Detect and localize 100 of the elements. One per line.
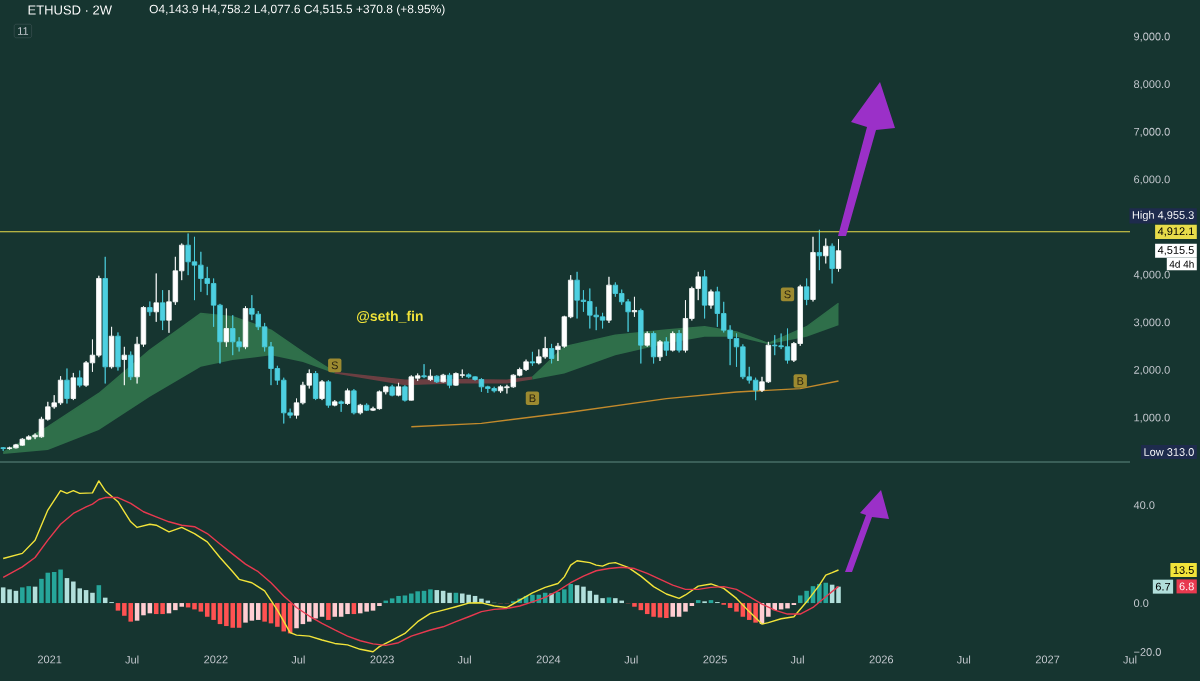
bar (664, 603, 669, 618)
bar (249, 603, 255, 621)
x-tick-label: 2022 (204, 655, 228, 664)
bar (377, 603, 382, 606)
y-tick-label: 4,000.0 (1133, 270, 1170, 280)
candlestick (434, 374, 440, 384)
bar (727, 603, 733, 608)
candlestick (108, 326, 115, 369)
bar (676, 603, 682, 617)
bar (581, 586, 586, 604)
candlestick (823, 238, 829, 264)
candlestick (708, 289, 714, 310)
bar (785, 603, 790, 609)
bar (447, 592, 452, 604)
text: 13.5 (1173, 566, 1194, 574)
candlestick (421, 363, 427, 379)
x-tick-label: 2026 (869, 655, 894, 664)
bar (600, 598, 605, 604)
y-tick-label: 40.0 (1133, 501, 1155, 510)
x-tick-label: 2025 (703, 655, 727, 664)
candlestick (803, 278, 810, 306)
text: 4d 4h (1169, 260, 1194, 268)
candlestick (446, 372, 453, 389)
bar (192, 603, 197, 610)
candlestick (363, 403, 370, 412)
candlestick (357, 403, 363, 415)
x-tick-label: 2021 (37, 655, 62, 664)
bar (708, 600, 714, 604)
x-tick-label: Jul (457, 655, 471, 664)
bar (332, 603, 338, 617)
bar (670, 603, 675, 617)
x-tick-label: Jul (291, 655, 305, 664)
candlestick (70, 372, 77, 401)
x-tick-label: 2024 (536, 655, 561, 664)
x-tick-label: Jul (790, 655, 804, 664)
y-tick-label: 3,000.0 (1133, 318, 1170, 328)
bar (326, 603, 331, 620)
y-tick-label: 2,000.0 (1134, 366, 1170, 376)
candlestick (115, 332, 121, 371)
bar (683, 603, 688, 612)
candlestick (835, 238, 842, 272)
bar (39, 578, 44, 604)
y-tick-label: 8,000.0 (1134, 80, 1170, 90)
candlestick (121, 346, 128, 386)
bar (836, 586, 841, 604)
bar (7, 589, 12, 604)
bar (402, 595, 408, 604)
candlestick (657, 339, 663, 362)
candlestick (128, 351, 134, 381)
bar (141, 603, 146, 616)
bar (115, 603, 121, 611)
candlestick (242, 305, 249, 350)
annotation: @seth_fin (356, 310, 423, 324)
annotation: S (331, 361, 338, 370)
bar (262, 603, 267, 622)
candlestick (159, 289, 166, 331)
bar (396, 595, 401, 604)
candlestick (0, 446, 6, 452)
chart-title: ETHUSD · 2W (28, 5, 112, 15)
candlestick (548, 343, 555, 364)
candlestick (829, 243, 835, 284)
candlestick (351, 388, 357, 415)
bar (389, 598, 395, 604)
candlestick (344, 388, 351, 406)
bar (689, 603, 695, 606)
candlestick (810, 236, 816, 302)
bar (695, 600, 701, 604)
candlestick (606, 276, 612, 324)
text: High 4,955.3 (1132, 210, 1194, 222)
bar (90, 592, 95, 604)
annotation: S (784, 290, 791, 299)
bar (198, 603, 204, 612)
bar (134, 603, 140, 621)
chart-subtitle: O4,143.9 H4,758.2 L4,077.6 C4,515.5 +370.8 (+8.95%) (149, 4, 445, 16)
candlestick (338, 400, 344, 413)
x-tick-label: Jul (1123, 655, 1137, 664)
annotation: B (529, 394, 536, 402)
text: 4,515.5 (1157, 246, 1194, 256)
bar (606, 597, 612, 604)
bar (243, 603, 248, 623)
y-tick-label: 1,000.0 (1134, 413, 1170, 423)
candlestick (147, 301, 153, 317)
candlestick (332, 399, 338, 407)
candlestick (638, 308, 644, 364)
x-tick-label: 2023 (370, 655, 394, 664)
candlestick (389, 384, 395, 397)
candlestick (670, 331, 676, 352)
candlestick (402, 384, 408, 402)
bar (255, 603, 261, 620)
y-tick-label: 0.0 (1133, 599, 1149, 607)
candlestick (312, 370, 319, 401)
y-tick-label: 9,000.0 (1134, 32, 1170, 42)
candlestick (319, 379, 325, 401)
candlestick (427, 369, 434, 382)
bar (345, 603, 350, 615)
candlestick (395, 382, 402, 397)
x-tick-label: Jul (125, 655, 139, 664)
bar (428, 589, 433, 604)
bar (338, 603, 344, 617)
bar (319, 603, 325, 617)
